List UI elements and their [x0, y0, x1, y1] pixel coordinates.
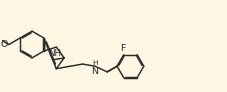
Text: F: F [120, 44, 126, 53]
Text: N: N [92, 67, 99, 76]
Text: NH: NH [49, 49, 62, 58]
Text: H: H [92, 60, 98, 66]
Text: O: O [1, 40, 8, 49]
